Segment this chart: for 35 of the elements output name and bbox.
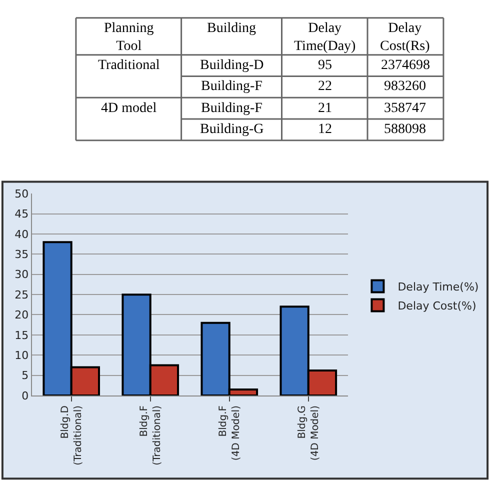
x-tick-label: Bldg.F (4D Model) xyxy=(218,405,242,461)
y-tick-label: 0 xyxy=(22,389,29,402)
text: Traditional xyxy=(98,58,160,73)
category-label: Building xyxy=(207,21,256,36)
text: 12 xyxy=(318,122,332,137)
text: Building-F xyxy=(201,79,262,94)
text: 358747 xyxy=(384,101,426,116)
category-label: Planning Tool xyxy=(104,21,154,54)
text: 4D model xyxy=(101,101,157,116)
y-tick-label: 20 xyxy=(14,308,29,322)
legend-label: Delay Time(%) xyxy=(398,280,479,294)
y-tick-label: 15 xyxy=(14,328,29,342)
text: Building-G xyxy=(200,122,264,137)
y-tick-label: 10 xyxy=(14,348,29,362)
text: Building-F xyxy=(201,101,262,116)
y-tick-label: 30 xyxy=(14,268,29,282)
text: 2374698 xyxy=(381,58,430,73)
y-tick-label: 40 xyxy=(14,228,29,241)
y-tick-label: 5 xyxy=(22,369,29,382)
x-tick-label: Bldg.G (4D Model) xyxy=(297,405,322,461)
y-tick-label: 50 xyxy=(14,187,29,200)
category-label: Delay Time(Day) xyxy=(294,21,356,54)
x-tick-label: Bldg.D (Traditional) xyxy=(60,405,84,466)
text: 21 xyxy=(318,101,332,116)
y-tick-label: 45 xyxy=(14,208,29,221)
text: 983260 xyxy=(384,79,426,94)
text: 588098 xyxy=(384,122,426,137)
text: 95 xyxy=(318,58,332,73)
text: 22 xyxy=(318,79,332,94)
x-tick-label: Bldg.F (Traditional) xyxy=(139,405,164,466)
category-label: Delay Cost(Rs) xyxy=(380,21,430,54)
text: Building-D xyxy=(200,58,264,73)
y-tick-label: 35 xyxy=(14,248,29,262)
y-tick-label: 25 xyxy=(14,288,29,302)
legend-label: Delay Cost(%) xyxy=(398,300,476,313)
